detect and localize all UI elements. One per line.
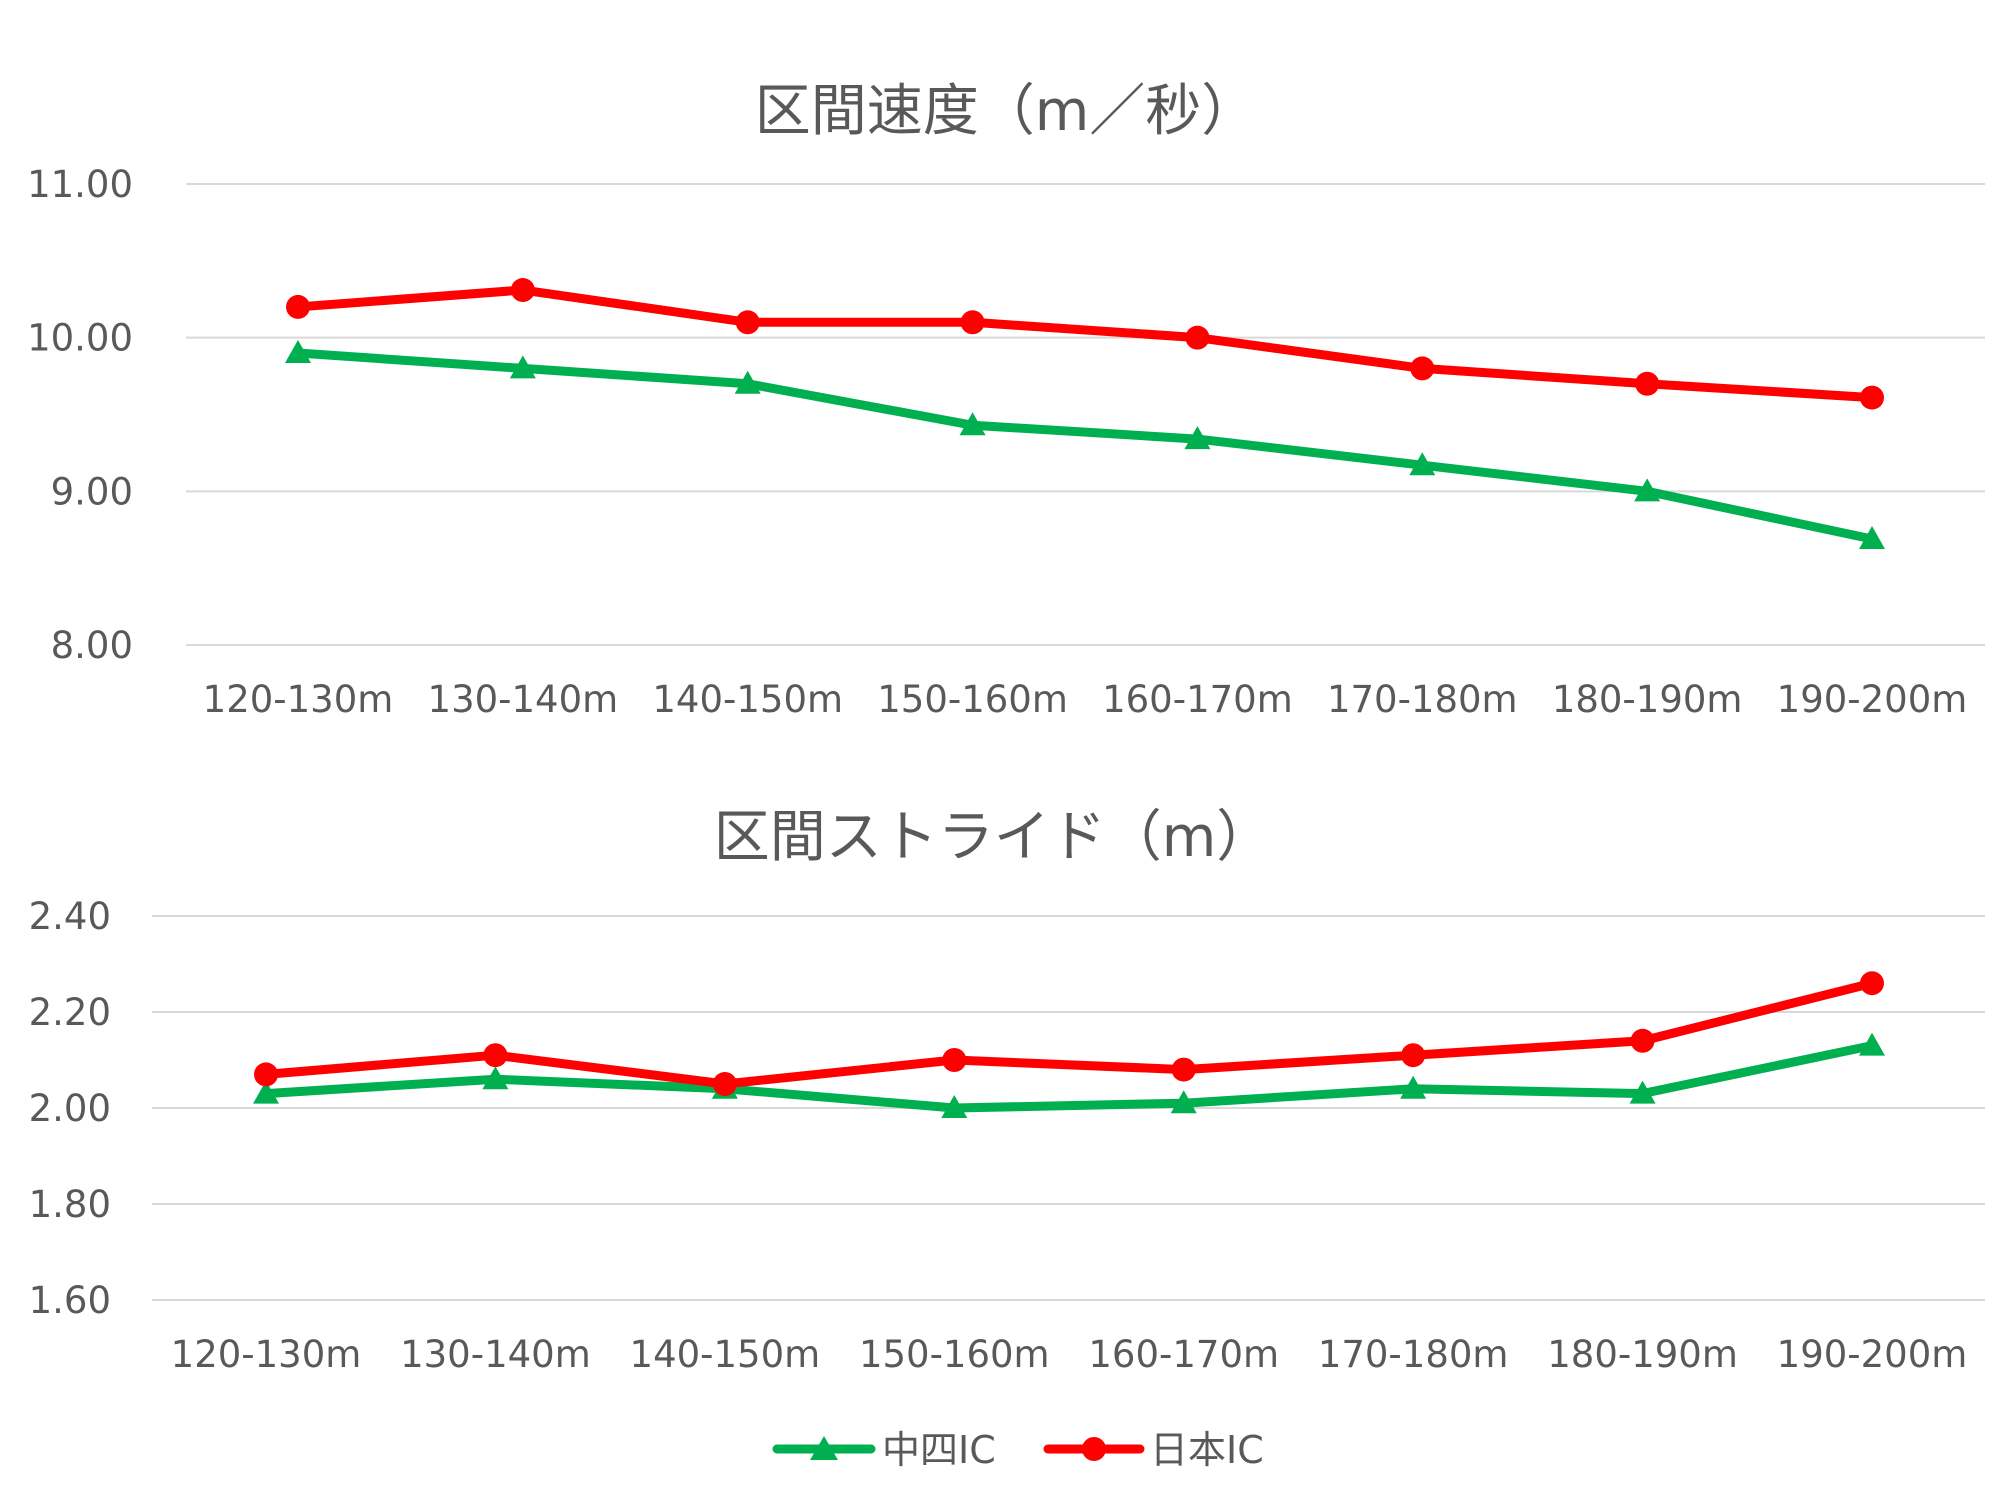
y-tick-label: 2.00 [29,1087,111,1130]
x-tick-label: 120-130m [203,678,394,721]
y-tick-label: 8.00 [51,624,133,667]
legend: 中四IC 日本IC [772,1428,1264,1472]
x-tick-label: 160-170m [1102,678,1293,721]
data-point-triangle [1170,1090,1197,1114]
legend-marker-triangle [810,1436,838,1460]
data-point-circle [1860,971,1884,996]
data-point-triangle [959,412,986,436]
data-point-triangle [509,355,536,379]
series-line-nihon [261,978,1877,1089]
data-point-triangle [1409,452,1436,476]
data-point-circle [254,1062,278,1087]
x-tick-label: 170-180m [1318,1333,1509,1376]
data-point-triangle [941,1095,968,1118]
data-point-circle [1410,356,1435,381]
y-tick-label: 1.60 [29,1279,111,1322]
data-point-circle [286,294,310,319]
data-point-circle [1171,1057,1196,1082]
x-tick-label: 170-180m [1327,678,1518,721]
x-tick-label: 160-170m [1088,1333,1279,1376]
speed-chart: 8.00 9.00 10.00 11.00 120-130m 130-140m 140-15… [27,163,1985,721]
data-point-circle [1635,371,1660,396]
data-point-triangle [482,1066,509,1090]
y-tick-label: 1.80 [29,1183,111,1226]
legend-item-chushi: 中四IC [772,1428,996,1472]
x-tick-label: 150-160m [877,678,1068,721]
y-tick-label: 9.00 [51,470,133,513]
series-line-chushi [261,1041,1877,1113]
data-point-circle [483,1043,508,1068]
x-tick-label: 180-190m [1552,678,1743,721]
series-line-nihon [293,285,1877,403]
chart-title-stride: 区間ストライド（m） [714,805,1273,870]
data-point-triangle [285,340,311,364]
data-point-circle [735,310,760,335]
data-point-circle [1860,385,1884,410]
y-tick-label: 2.40 [29,895,111,938]
data-point-triangle [1629,1080,1656,1104]
legend-item-nihon: 日本IC [1043,1428,1264,1472]
data-point-triangle [1400,1075,1427,1099]
data-point-triangle [253,1080,279,1104]
legend-label-nihon: 日本IC [1150,1428,1264,1472]
data-point-triangle [1859,525,1885,549]
stride-chart: 1.60 1.80 2.00 2.20 2.40 120-130m 130-140m 140-… [29,895,1985,1376]
legend-label-chushi: 中四IC [882,1428,996,1472]
y-tick-label: 2.20 [29,991,111,1034]
data-point-circle [942,1048,967,1072]
data-point-triangle [1184,426,1211,450]
data-point-triangle [1859,1032,1885,1056]
x-tick-label: 150-160m [859,1333,1050,1376]
data-point-triangle [734,370,761,394]
data-point-circle [510,278,535,303]
x-tick-label: 140-150m [652,678,843,721]
data-point-circle [1401,1043,1426,1068]
data-point-circle [1630,1028,1655,1053]
series-line-chushi [293,348,1877,544]
x-tick-label: 190-200m [1777,678,1968,721]
data-point-circle [1185,325,1210,350]
y-tick-label: 10.00 [27,317,133,360]
data-point-triangle [1634,478,1661,502]
x-tick-label: 180-190m [1547,1333,1738,1376]
data-point-circle [712,1072,737,1096]
chart-title-speed: 区間速度（m／秒） [755,79,1258,144]
x-tick-label: 130-140m [428,678,619,721]
x-tick-label: 140-150m [630,1333,821,1376]
legend-marker-circle [1082,1437,1106,1461]
data-point-circle [960,310,985,335]
x-tick-label: 190-200m [1777,1333,1968,1376]
x-tick-label: 130-140m [400,1333,591,1376]
y-tick-label: 11.00 [27,163,133,206]
x-tick-label: 120-130m [171,1333,362,1376]
